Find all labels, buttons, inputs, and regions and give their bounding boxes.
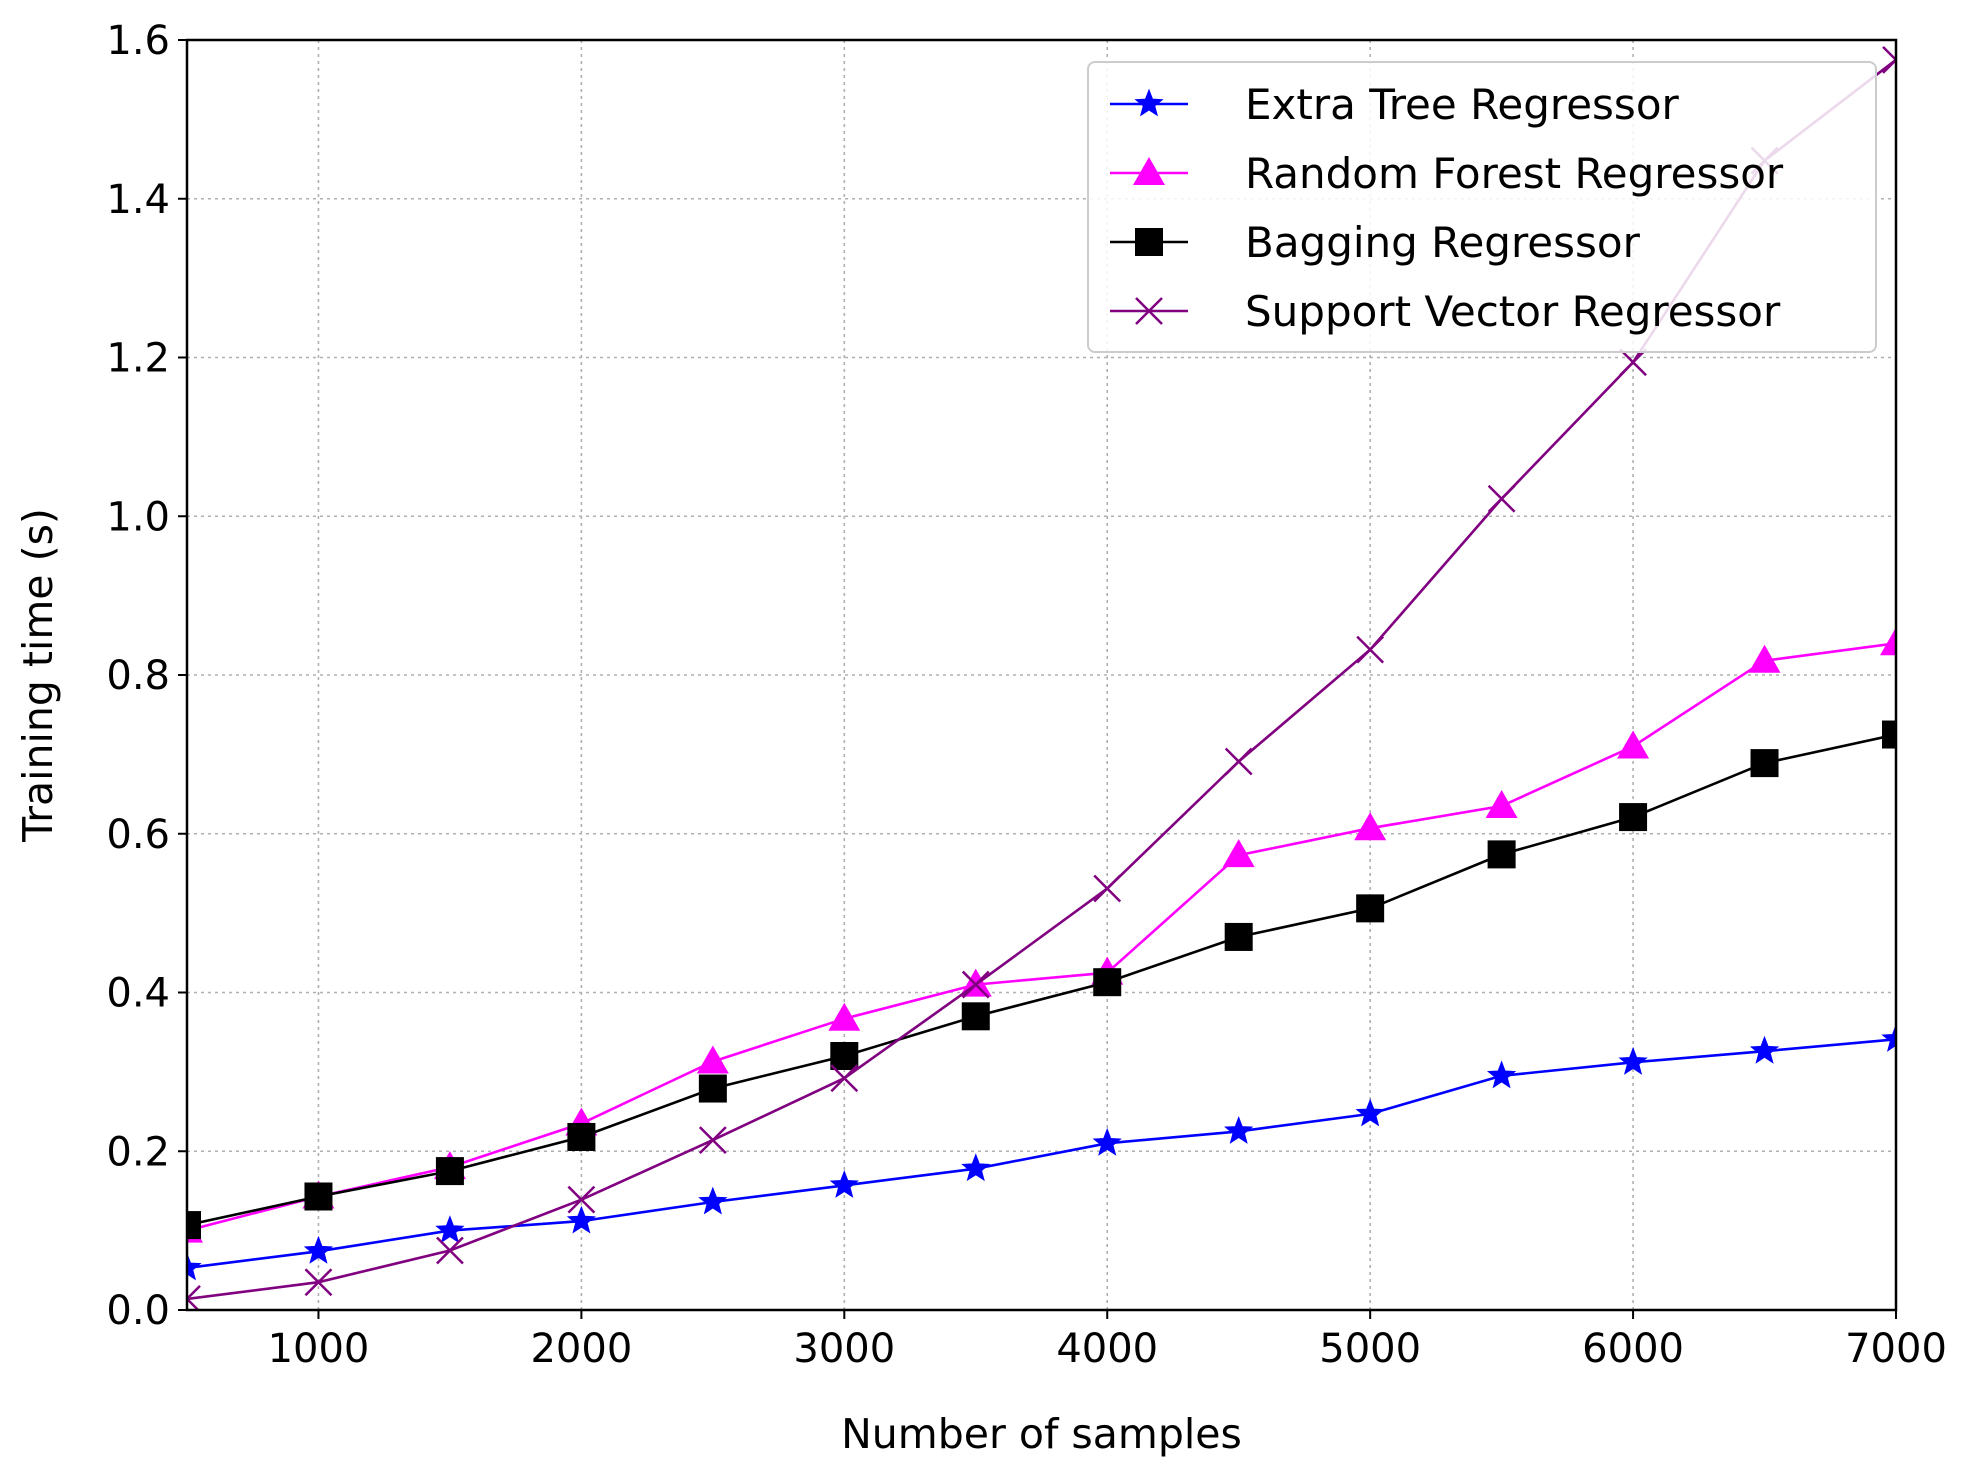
data-point-bagging-regressor — [1093, 968, 1122, 997]
series-bagging-regressor — [187, 720, 1896, 1240]
data-point-bagging-regressor — [567, 1122, 596, 1151]
data-point-extra-tree-regressor — [1749, 1035, 1780, 1064]
y-tick-label: 0.0 — [106, 1288, 170, 1334]
data-point-random-forest-regressor — [1485, 789, 1518, 818]
data-point-bagging-regressor — [304, 1182, 333, 1211]
series-layer — [187, 45, 1896, 1310]
data-point-bagging-regressor — [1356, 894, 1385, 923]
data-point-extra-tree-regressor — [1355, 1098, 1385, 1127]
legend-marker-bagging-regressor — [1135, 228, 1163, 256]
data-point-extra-tree-regressor — [303, 1235, 334, 1264]
data-point-extra-tree-regressor — [435, 1215, 465, 1244]
data-point-bagging-regressor — [698, 1074, 727, 1103]
legend-marker-support-vector-regressor — [1135, 297, 1163, 325]
data-point-extra-tree-regressor — [1486, 1060, 1517, 1089]
y-tick-label: 1.2 — [106, 336, 170, 382]
data-point-bagging-regressor — [961, 1002, 990, 1031]
data-point-support-vector-regressor — [1356, 635, 1385, 664]
y-tick-label: 1.0 — [106, 494, 170, 540]
legend-label-bagging-regressor: Bagging Regressor — [1245, 218, 1641, 267]
y-tick-label: 0.4 — [106, 971, 170, 1017]
data-point-extra-tree-regressor — [1881, 1023, 1896, 1052]
legend-label-extra-tree-regressor: Extra Tree Regressor — [1245, 80, 1680, 129]
data-point-support-vector-regressor — [1487, 484, 1516, 513]
x-tick-label: 1000 — [268, 1326, 370, 1372]
x-tick-label: 5000 — [1319, 1326, 1421, 1372]
y-tick-label: 0.6 — [106, 812, 170, 858]
data-point-random-forest-regressor — [1617, 730, 1650, 759]
data-point-random-forest-regressor — [1354, 812, 1387, 841]
data-point-extra-tree-regressor — [698, 1186, 728, 1215]
y-tick-label: 1.6 — [106, 18, 170, 64]
data-point-bagging-regressor — [187, 1211, 201, 1240]
x-tick-label: 3000 — [793, 1326, 895, 1372]
x-tick-label: 7000 — [1845, 1326, 1947, 1372]
x-axis-title: Number of samples — [841, 1410, 1242, 1458]
data-point-support-vector-regressor — [187, 1285, 201, 1310]
data-point-support-vector-regressor — [830, 1064, 859, 1093]
y-tick-label: 0.2 — [106, 1129, 170, 1175]
data-point-random-forest-regressor — [696, 1045, 729, 1074]
data-point-support-vector-regressor — [567, 1185, 596, 1214]
data-point-bagging-regressor — [830, 1042, 859, 1070]
data-point-random-forest-regressor — [1748, 644, 1781, 673]
data-point-support-vector-regressor — [1224, 747, 1253, 776]
legend-box — [1087, 61, 1877, 353]
y-tick-label: 0.8 — [106, 653, 170, 699]
series-line-support-vector-regressor — [187, 58, 1896, 1301]
series-extra-tree-regressor — [187, 1023, 1896, 1281]
x-tick-label: 4000 — [1056, 1326, 1158, 1372]
data-point-random-forest-regressor — [828, 1002, 861, 1031]
legend-label-random-forest-regressor: Random Forest Regressor — [1245, 149, 1784, 198]
data-point-support-vector-regressor — [1093, 874, 1122, 903]
legend-marker-random-forest-regressor — [1133, 157, 1165, 185]
data-point-bagging-regressor — [1882, 720, 1896, 749]
data-point-support-vector-regressor — [1619, 348, 1647, 377]
data-point-bagging-regressor — [1750, 749, 1779, 778]
data-point-random-forest-regressor — [1880, 627, 1896, 656]
legend: Extra Tree Regressor Random Forest Regres… — [1087, 61, 1877, 353]
data-point-bagging-regressor — [1224, 922, 1253, 951]
data-point-extra-tree-regressor — [1224, 1115, 1254, 1144]
x-tick-label: 2000 — [530, 1326, 632, 1372]
data-point-extra-tree-regressor — [829, 1170, 859, 1198]
x-tick-label: 6000 — [1582, 1326, 1684, 1372]
legend-marker-extra-tree-regressor — [1134, 88, 1164, 117]
legend-label-support-vector-regressor: Support Vector Regressor — [1245, 287, 1781, 336]
y-axis-title: Training time (s) — [14, 508, 62, 843]
series-line-random-forest-regressor — [187, 642, 1896, 1232]
data-point-support-vector-regressor — [961, 970, 990, 999]
series-line-extra-tree-regressor — [187, 1038, 1896, 1270]
series-line-bagging-regressor — [187, 733, 1896, 1227]
y-tick-label: 1.4 — [106, 177, 170, 223]
data-point-extra-tree-regressor — [961, 1153, 991, 1182]
data-point-bagging-regressor — [1619, 803, 1648, 832]
data-point-support-vector-regressor — [304, 1268, 333, 1297]
data-point-bagging-regressor — [435, 1157, 464, 1186]
data-point-extra-tree-regressor — [1618, 1046, 1648, 1075]
data-point-bagging-regressor — [1487, 840, 1516, 869]
data-point-extra-tree-regressor — [187, 1252, 202, 1281]
axis-ticks: 1000 2000 3000 4000 5000 6000 7000 0.0 0.2 0.4 0.6… — [106, 18, 1947, 1372]
data-point-support-vector-regressor — [1882, 45, 1896, 74]
data-point-support-vector-regressor — [698, 1126, 727, 1155]
data-point-random-forest-regressor — [1222, 839, 1255, 868]
data-point-extra-tree-regressor — [566, 1205, 597, 1234]
data-point-support-vector-regressor — [436, 1236, 464, 1265]
data-point-extra-tree-regressor — [1092, 1127, 1122, 1156]
